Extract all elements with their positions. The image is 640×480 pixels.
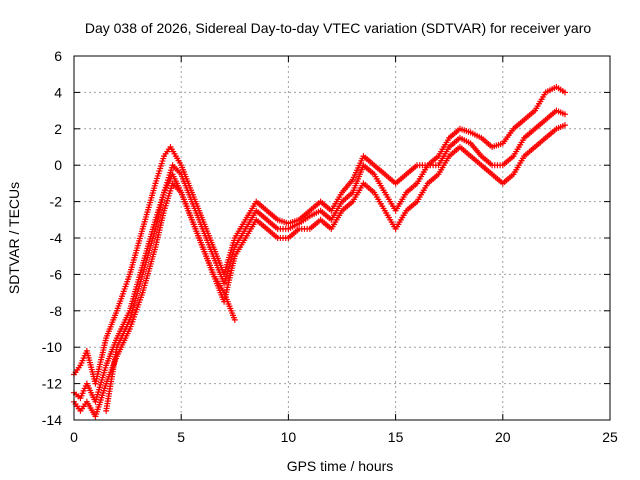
data-series bbox=[71, 83, 568, 420]
y-tick-label: -6 bbox=[50, 266, 63, 282]
series-trace-4 bbox=[103, 171, 238, 414]
axis-ticks: 0 5 10 15 20 25 -14 -12 -10 -8 -6 -4 -2 0 2 4 6 bbox=[42, 48, 618, 445]
data-point bbox=[231, 316, 238, 323]
series-trace-2 bbox=[71, 107, 568, 405]
x-tick-label: 25 bbox=[602, 429, 618, 445]
y-tick-label: 4 bbox=[54, 84, 62, 100]
series-trace-1 bbox=[71, 83, 568, 387]
y-tick-label: -10 bbox=[42, 339, 62, 355]
x-tick-label: 20 bbox=[495, 429, 511, 445]
y-axis-label: SDTVAR / TECUs bbox=[6, 182, 22, 294]
x-axis-label: GPS time / hours bbox=[287, 458, 394, 474]
x-tick-label: 15 bbox=[388, 429, 404, 445]
y-tick-label: 2 bbox=[54, 121, 62, 137]
y-tick-label: 0 bbox=[54, 157, 62, 173]
series-line bbox=[105, 172, 236, 412]
series-line bbox=[73, 86, 566, 384]
chart-title: Day 038 of 2026, Sidereal Day-to-day VTE… bbox=[85, 20, 591, 36]
y-tick-label: -4 bbox=[50, 230, 63, 246]
x-tick-label: 5 bbox=[177, 429, 185, 445]
y-tick-label: -12 bbox=[42, 376, 62, 392]
series-trace-3 bbox=[71, 122, 568, 420]
x-tick-label: 0 bbox=[70, 429, 78, 445]
data-point bbox=[561, 122, 568, 129]
x-tick-label: 10 bbox=[281, 429, 297, 445]
y-tick-label: -14 bbox=[42, 412, 62, 428]
data-point bbox=[561, 111, 568, 118]
y-tick-label: -2 bbox=[50, 194, 63, 210]
y-tick-label: 6 bbox=[54, 48, 62, 64]
y-tick-label: -8 bbox=[50, 303, 63, 319]
data-point bbox=[561, 89, 568, 96]
